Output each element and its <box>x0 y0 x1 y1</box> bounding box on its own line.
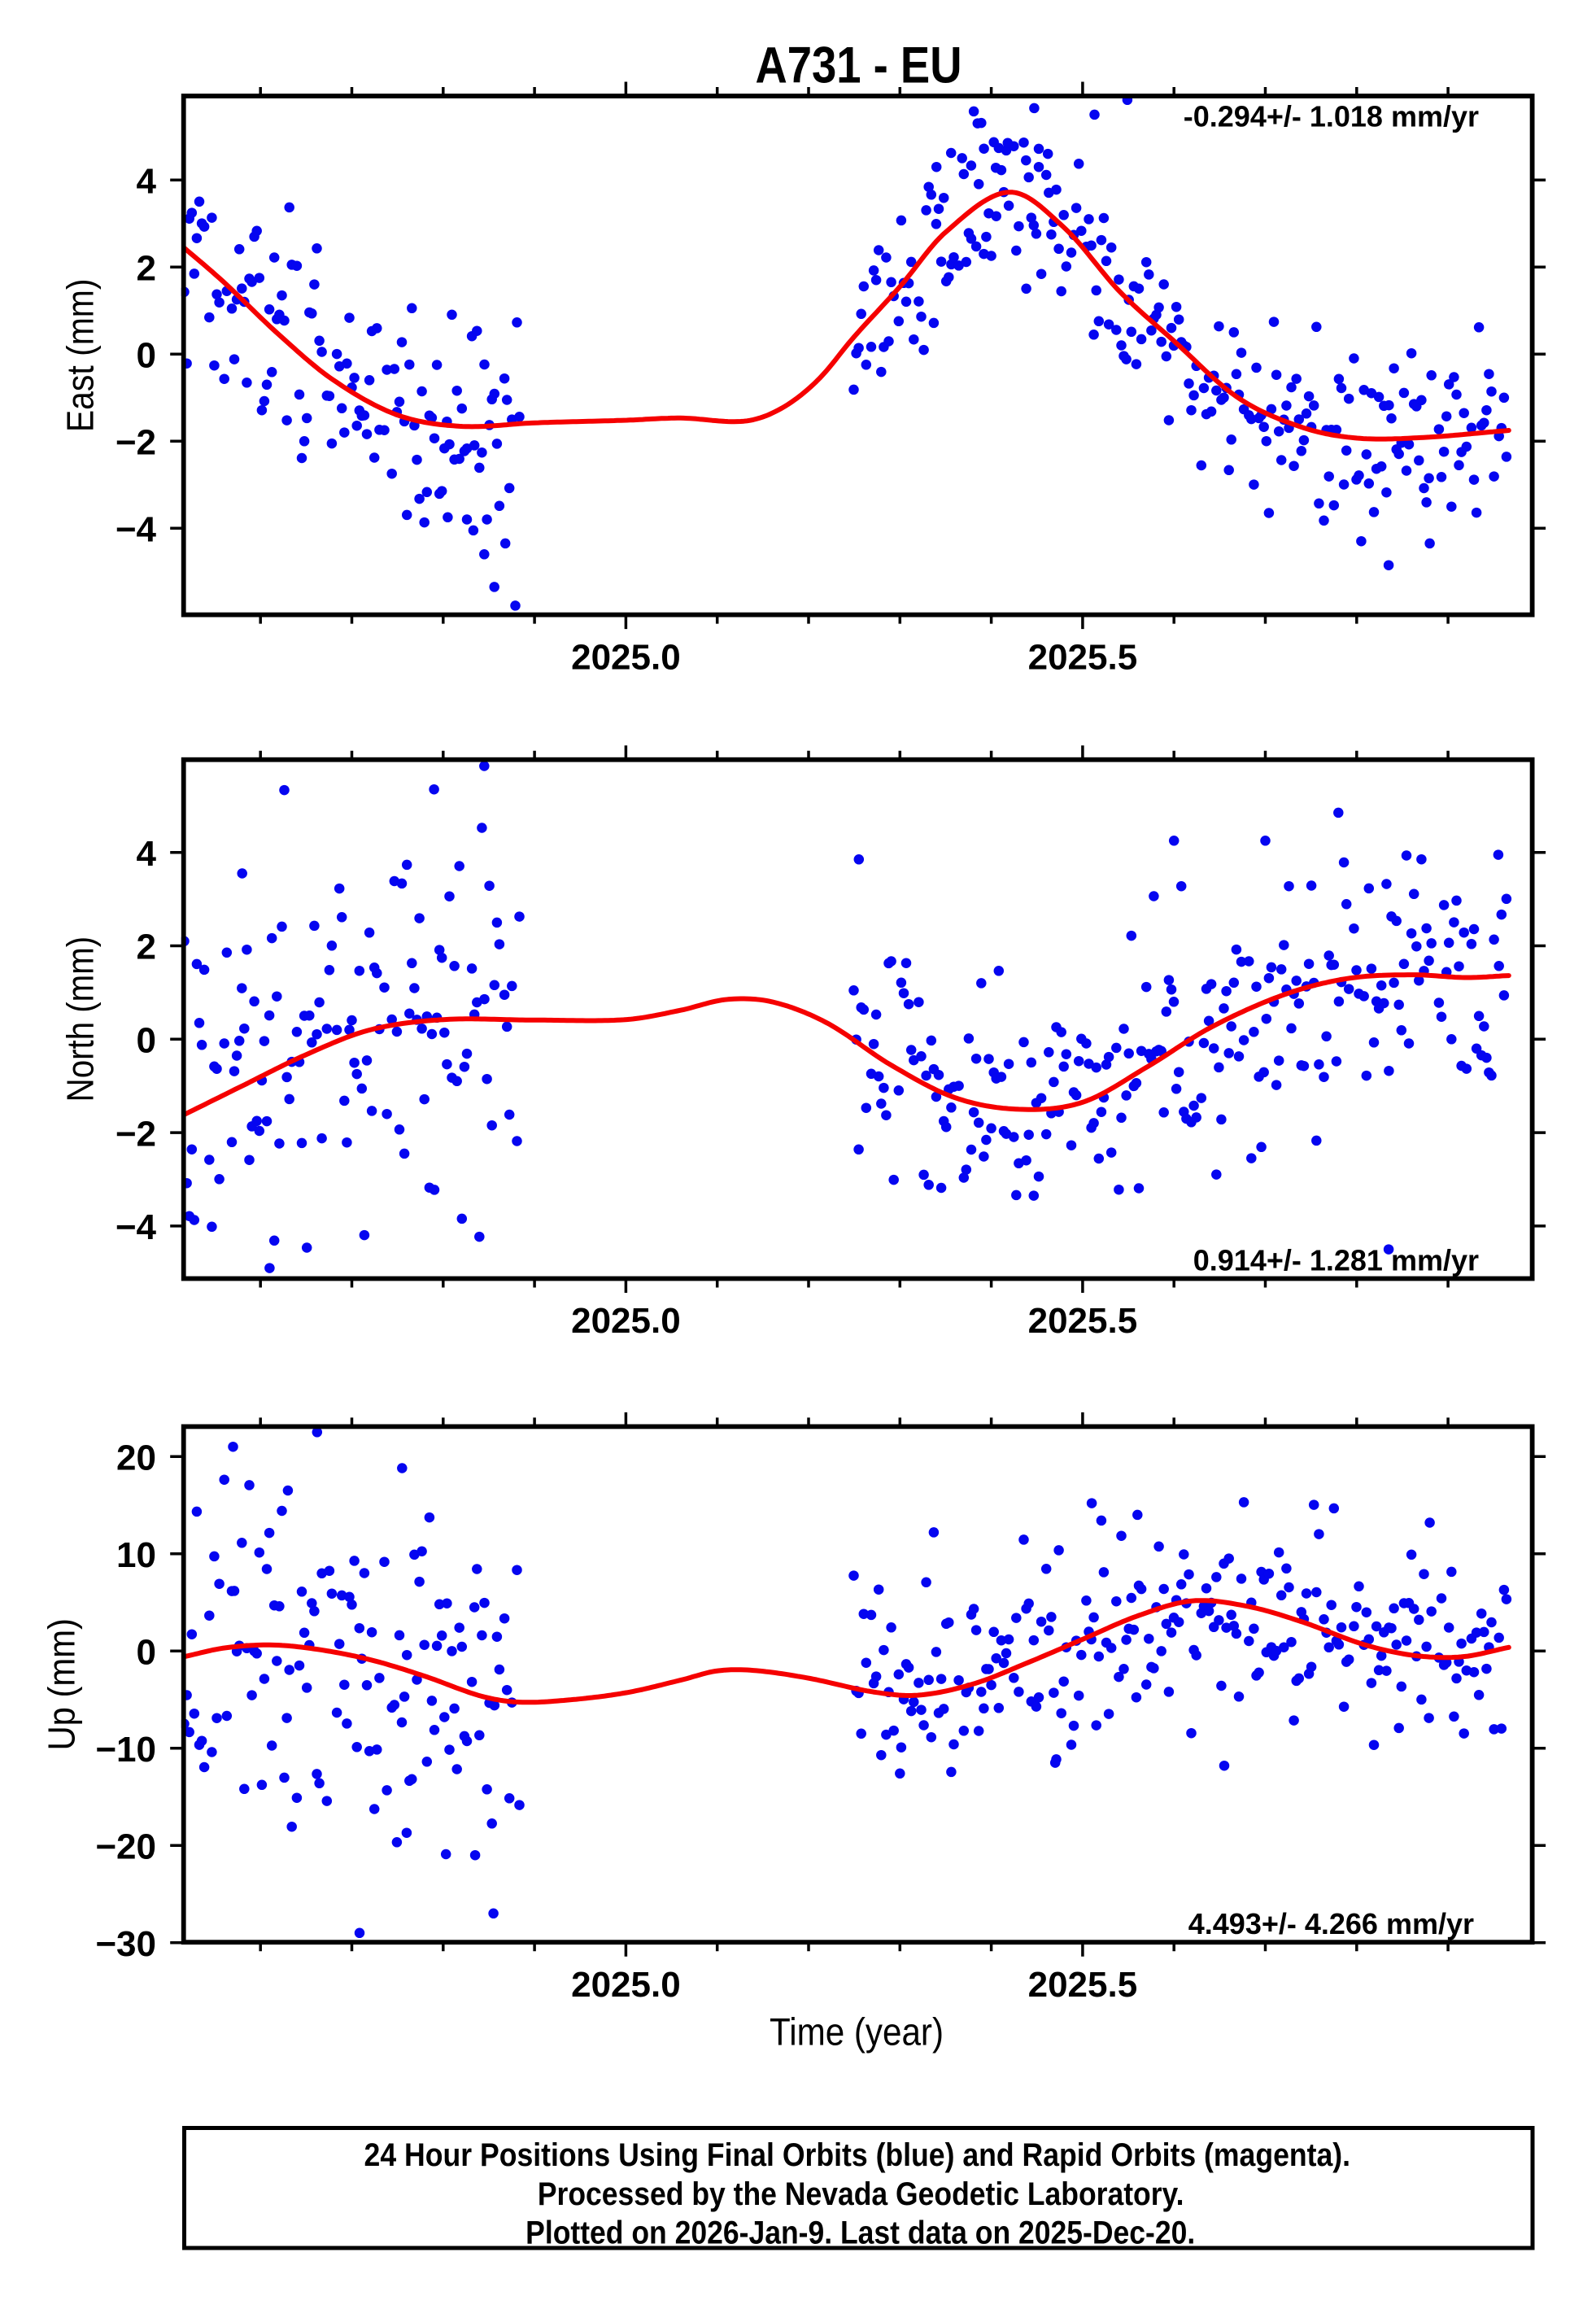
svg-text:2025.0: 2025.0 <box>571 1301 681 1341</box>
svg-text:−4: −4 <box>116 509 157 549</box>
svg-text:−2: −2 <box>116 422 156 462</box>
svg-text:4: 4 <box>137 161 157 201</box>
svg-text:2: 2 <box>137 928 156 967</box>
svg-text:2025.5: 2025.5 <box>1028 637 1138 677</box>
svg-text:Plotted on 2026-Jan-9. Last da: Plotted on 2026-Jan-9. Last data on 2025… <box>525 2215 1195 2251</box>
svg-text:10: 10 <box>116 1535 156 1575</box>
svg-text:Time (year): Time (year) <box>770 2010 944 2054</box>
svg-text:Up (mm): Up (mm) <box>41 1618 83 1751</box>
svg-text:2025.5: 2025.5 <box>1028 1301 1138 1341</box>
svg-text:2025.5: 2025.5 <box>1028 1965 1138 2005</box>
svg-text:East (mm): East (mm) <box>59 279 102 433</box>
svg-text:2025.0: 2025.0 <box>571 1965 681 2005</box>
svg-text:0: 0 <box>137 1021 156 1061</box>
svg-text:0: 0 <box>137 1632 156 1672</box>
svg-text:0.914+/- 1.281 mm/yr: 0.914+/- 1.281 mm/yr <box>1193 1243 1479 1277</box>
svg-text:Processed by the Nevada Geodet: Processed by the Nevada Geodetic Laborat… <box>538 2176 1184 2212</box>
svg-text:−30: −30 <box>95 1924 156 1964</box>
svg-text:−20: −20 <box>95 1827 156 1866</box>
svg-text:−2: −2 <box>116 1114 156 1154</box>
svg-text:24 Hour Positions Using Final: 24 Hour Positions Using Final Orbits (bl… <box>364 2137 1351 2173</box>
svg-text:4: 4 <box>137 834 157 874</box>
svg-text:North (mm): North (mm) <box>59 936 102 1102</box>
svg-text:−10: −10 <box>95 1730 156 1770</box>
svg-text:A731 - EU: A731 - EU <box>756 37 962 94</box>
svg-text:-0.294+/- 1.018 mm/yr: -0.294+/- 1.018 mm/yr <box>1184 99 1479 133</box>
svg-text:0: 0 <box>137 335 156 375</box>
svg-text:4.493+/- 4.266 mm/yr: 4.493+/- 4.266 mm/yr <box>1188 1907 1474 1940</box>
svg-text:−4: −4 <box>116 1207 157 1247</box>
svg-text:20: 20 <box>116 1438 156 1477</box>
svg-text:2: 2 <box>137 248 156 288</box>
svg-text:2025.0: 2025.0 <box>571 637 681 677</box>
